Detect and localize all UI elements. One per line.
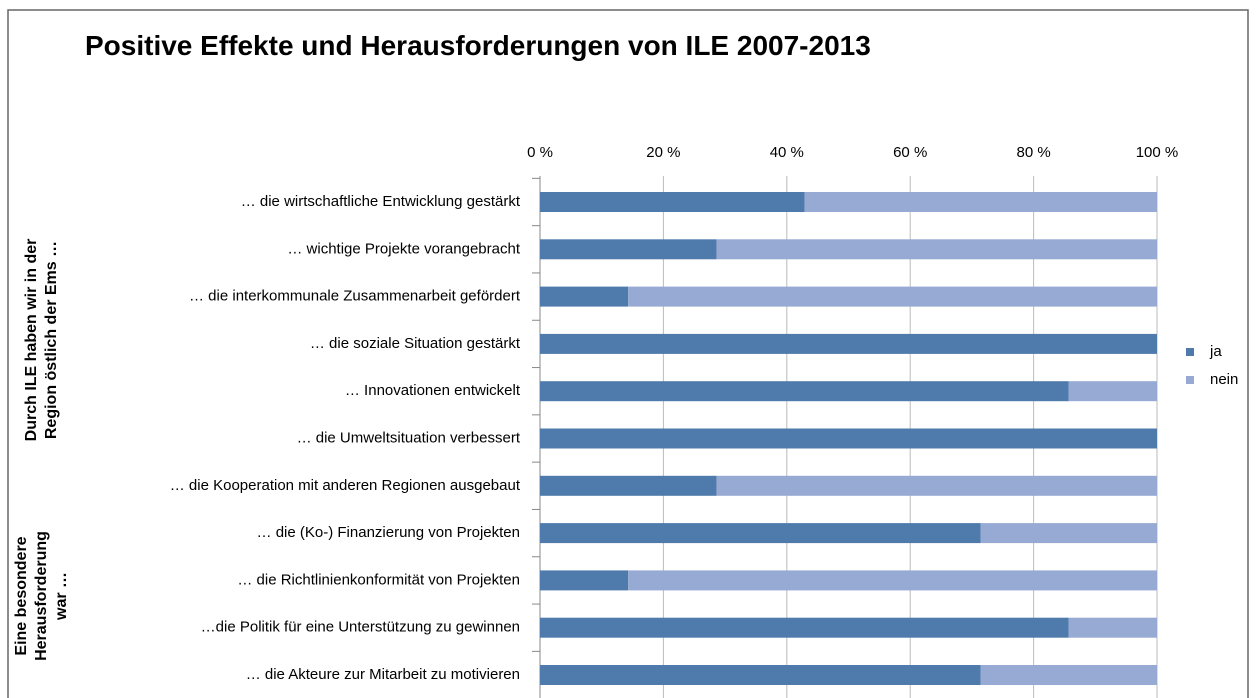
- bar-segment: [716, 239, 1157, 260]
- bar-segment: [540, 381, 1069, 402]
- bar-segment: [540, 523, 981, 544]
- legend-swatch: [1186, 348, 1194, 356]
- legend-label: nein: [1210, 371, 1238, 388]
- group-label: Durch ILE haben wir in der Region östlich…: [23, 239, 60, 442]
- category-label: … die wirtschaftliche Entwicklung gestär…: [241, 193, 521, 210]
- group-label-line: Eine besondere: [13, 536, 30, 655]
- group-label-line: Region östlich der Ems …: [43, 241, 60, 439]
- legend-swatch: [1186, 376, 1194, 384]
- bar-segment: [980, 523, 1157, 544]
- x-tick-label: 80 %: [1016, 144, 1050, 161]
- category-label: … Innovationen entwickelt: [345, 382, 521, 399]
- bar-segment: [540, 333, 1157, 354]
- x-tick-label: 100 %: [1136, 144, 1179, 161]
- category-label: … die Umweltsituation verbessert: [297, 429, 521, 446]
- bar-segment: [804, 192, 1157, 212]
- bar-segment: [540, 475, 717, 496]
- x-tick-label: 20 %: [646, 144, 680, 161]
- x-tick-label: 40 %: [770, 144, 804, 161]
- bar-segment: [540, 239, 717, 260]
- category-label: … die Akteure zur Mitarbeit zu motiviere…: [246, 666, 520, 683]
- legend-label: ja: [1209, 343, 1222, 360]
- bar-segment: [540, 570, 629, 591]
- group-label-line: war …: [53, 572, 70, 621]
- category-label: … die (Ko-) Finanzierung von Projekten: [257, 524, 520, 541]
- bar-segment: [628, 570, 1157, 591]
- group-label: Eine besondere Herausforderung war …: [13, 531, 70, 661]
- category-label: …die Politik für eine Unterstützung zu g…: [201, 619, 520, 636]
- bar-segment: [1068, 617, 1157, 638]
- bar-segment: [1068, 381, 1157, 402]
- x-tick-label: 60 %: [893, 144, 927, 161]
- category-label: … die Kooperation mit anderen Regionen a…: [170, 477, 521, 494]
- bar-segment: [980, 665, 1157, 685]
- category-label: … wichtige Projekte vorangebracht: [287, 240, 520, 257]
- bar-segment: [540, 428, 1157, 449]
- chart-title: Positive Effekte und Herausforderungen v…: [85, 30, 871, 61]
- bar-segment: [628, 286, 1157, 307]
- bar-segment: [540, 665, 981, 685]
- bar-segment: [540, 192, 805, 212]
- category-label: … die soziale Situation gestärkt: [310, 335, 521, 352]
- frame: [7, 9, 1249, 698]
- group-label-line: Durch ILE haben wir in der: [23, 239, 40, 442]
- x-tick-label: 0 %: [527, 144, 553, 161]
- bar-segment: [716, 475, 1157, 496]
- group-label-line: Herausforderung: [33, 531, 50, 661]
- bar-segment: [540, 286, 629, 307]
- category-label: … die Richtlinienkonformität von Projekt…: [237, 571, 520, 588]
- bar-segment: [540, 617, 1069, 638]
- category-label: … die interkommunale Zusammenarbeit gefö…: [189, 288, 521, 305]
